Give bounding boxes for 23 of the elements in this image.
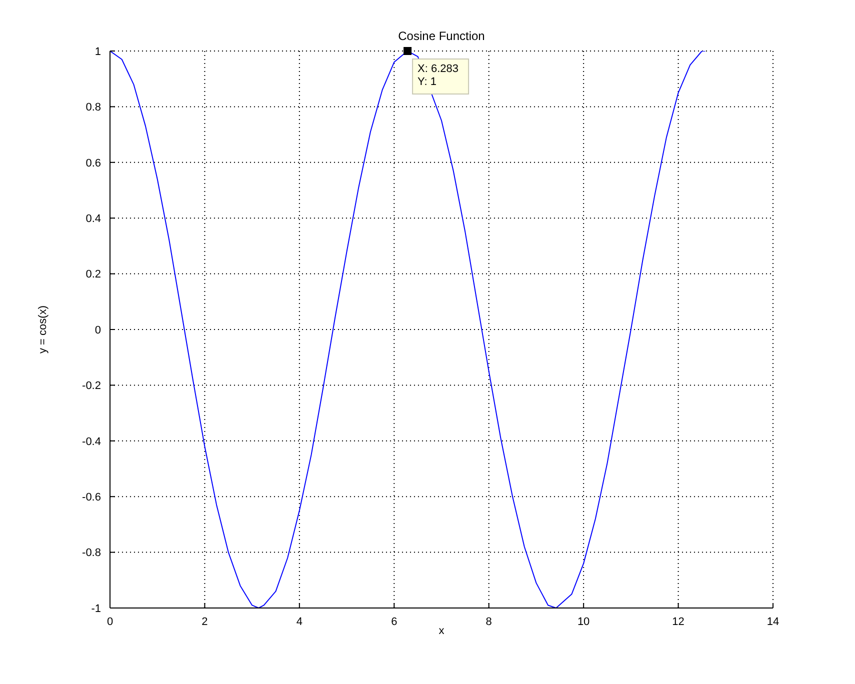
chart-title: Cosine Function (397, 29, 486, 43)
y-axis-title: y = cos(x) (36, 306, 49, 354)
x-tick-label: 10 (577, 616, 590, 628)
y-tick-label: 1 (94, 46, 101, 58)
y-tick-label: -0.4 (82, 436, 101, 448)
y-tick-label: -0.2 (82, 380, 101, 392)
y-tick-label: 0.8 (86, 102, 101, 114)
y-tick-label: -0.6 (82, 492, 101, 504)
x-tick-label: 0 (106, 616, 114, 628)
y-tick-label: 0.4 (86, 213, 101, 226)
y-tick-label: 0 (94, 324, 101, 336)
x-axis-title: x (438, 625, 445, 637)
annotation: X: 6.283 Y: 1 (418, 63, 459, 88)
x-tick-label: 6 (391, 616, 398, 628)
x-tick-label: 14 (766, 616, 780, 628)
x-tick-label: 8 (486, 616, 492, 628)
y-tick-label: 0.2 (86, 268, 101, 281)
y-tick-label: 0.6 (86, 157, 101, 170)
x-tick-label: 4 (296, 616, 302, 628)
x-tick-label: 12 (672, 616, 684, 628)
y-tick-label: -0.8 (82, 547, 101, 560)
y-tick-label: -1 (91, 602, 101, 615)
x-tick-label: 2 (202, 616, 208, 628)
